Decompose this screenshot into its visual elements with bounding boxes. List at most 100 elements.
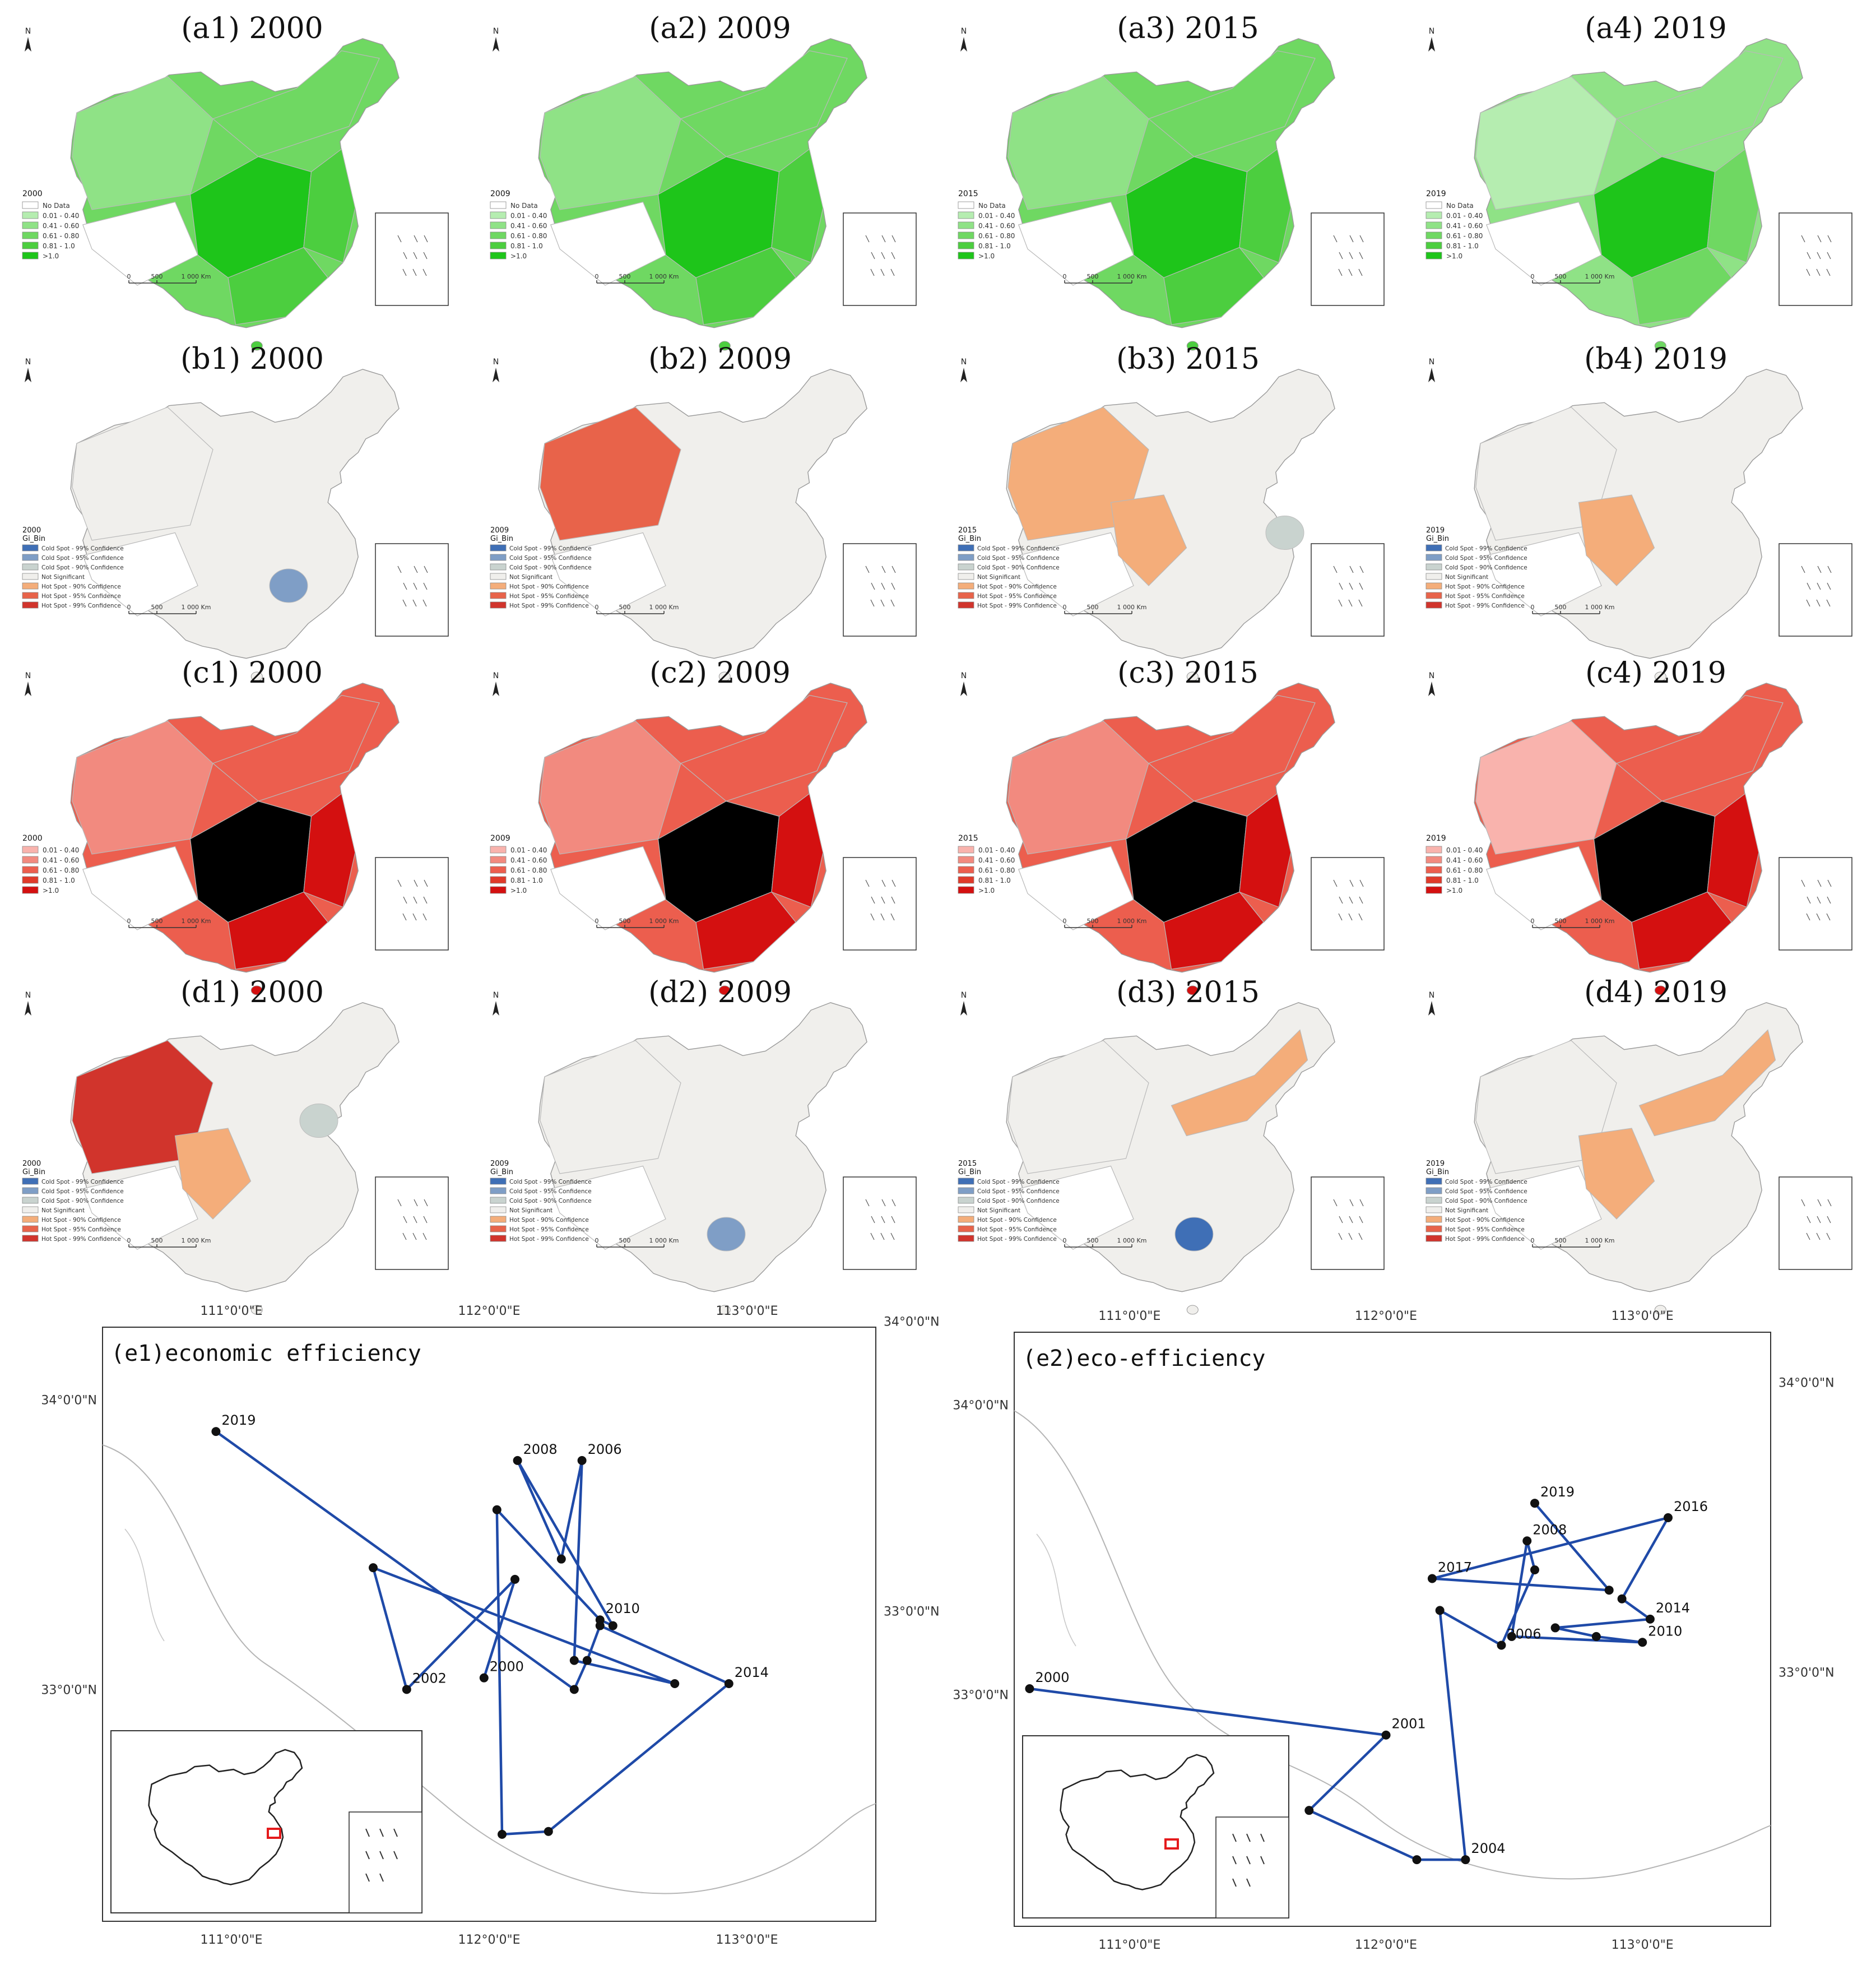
north-arrow-icon bbox=[1428, 37, 1435, 52]
xinjiang-region bbox=[72, 406, 213, 541]
legend-swatch bbox=[22, 563, 39, 571]
legend-swatch bbox=[22, 1225, 39, 1232]
hainan-island bbox=[1654, 341, 1666, 351]
legend-label: Cold Spot - 99% Confidence bbox=[509, 1179, 592, 1185]
nine-dash-line bbox=[1826, 599, 1831, 607]
cluster-region bbox=[1174, 1217, 1214, 1252]
legend-swatch bbox=[490, 242, 507, 249]
east-region bbox=[1239, 793, 1292, 908]
legend-label: 0.61 - 0.80 bbox=[1446, 866, 1483, 874]
nine-dash-line bbox=[1817, 1199, 1822, 1207]
nine-dash-line bbox=[1349, 582, 1353, 590]
trajectory-year-label: 2001 bbox=[1392, 1716, 1426, 1732]
scale-label: 500 bbox=[1087, 604, 1099, 611]
nine-dash-line bbox=[422, 913, 427, 921]
scale-label: 0 bbox=[127, 917, 131, 925]
north-label: N bbox=[1429, 991, 1434, 1000]
trajectory-year-label: 2017 bbox=[1438, 1560, 1472, 1575]
legend-swatch bbox=[490, 221, 507, 229]
nine-dash-line bbox=[881, 235, 886, 243]
panel-title: (a4) 2019 bbox=[1585, 12, 1727, 45]
legend-title: Gi_Bin bbox=[1426, 535, 1449, 543]
nine-dash-line bbox=[880, 268, 885, 276]
north-label: N bbox=[961, 358, 967, 367]
nine-dash-line bbox=[424, 235, 428, 243]
scale-label: 0 bbox=[1063, 273, 1067, 280]
legend-label: Not Significant bbox=[509, 574, 552, 581]
nine-dash-line bbox=[1338, 1232, 1343, 1240]
qinghai-region bbox=[174, 1128, 252, 1220]
legend-label: 0.01 - 0.40 bbox=[510, 212, 547, 220]
legend-swatch bbox=[1425, 592, 1442, 599]
nine-dash-line bbox=[414, 879, 418, 887]
legend-swatch bbox=[22, 252, 39, 259]
legend-swatch bbox=[22, 866, 39, 874]
legend-label: Hot Spot - 90% Confidence bbox=[1445, 583, 1525, 590]
nine-dash-line bbox=[871, 1216, 875, 1224]
legend-swatch bbox=[490, 1197, 507, 1204]
nine-dash-line bbox=[422, 1232, 427, 1240]
nine-dash-line bbox=[890, 913, 895, 921]
east-region bbox=[1707, 148, 1759, 263]
legend-swatch bbox=[490, 856, 507, 864]
nine-dash-line bbox=[1827, 879, 1832, 887]
north-arrow-icon bbox=[25, 368, 31, 382]
legend-label: Hot Spot - 90% Confidence bbox=[1445, 1217, 1525, 1224]
nine-dash-line bbox=[1338, 599, 1343, 607]
legend-label: No Data bbox=[43, 202, 70, 210]
china-map bbox=[1474, 38, 1803, 351]
legend-swatch bbox=[1425, 1216, 1442, 1223]
nine-dash-line bbox=[412, 268, 417, 276]
south-sea-inset bbox=[1215, 1816, 1289, 1918]
legend-label: Hot Spot - 95% Confidence bbox=[977, 1226, 1057, 1233]
hainan-island bbox=[1654, 671, 1666, 682]
nine-dash-line bbox=[1232, 1856, 1237, 1865]
trajectory-point bbox=[369, 1563, 378, 1573]
nine-dash-line bbox=[1260, 1833, 1265, 1842]
panel-title: (c1) 2000 bbox=[182, 656, 323, 690]
scale-label: 0 bbox=[595, 604, 599, 611]
legend-label: Cold Spot - 95% Confidence bbox=[41, 555, 124, 562]
hainan-island bbox=[1654, 985, 1666, 995]
legend-label: 0.41 - 0.60 bbox=[978, 856, 1015, 864]
trajectory-point bbox=[569, 1656, 579, 1665]
cluster-region bbox=[1265, 516, 1304, 550]
nine-dash-line bbox=[412, 599, 417, 607]
china-map bbox=[70, 683, 400, 995]
legend-swatch bbox=[22, 242, 39, 249]
scale-label: 500 bbox=[151, 917, 163, 925]
legend-label: Hot Spot - 90% Confidence bbox=[41, 1217, 121, 1224]
legend-label: 0.01 - 0.40 bbox=[1446, 846, 1483, 854]
north-arrow-icon bbox=[960, 368, 967, 382]
nine-dash-line bbox=[1816, 268, 1821, 276]
nine-dash-line bbox=[1333, 235, 1338, 243]
north-hotspot-region bbox=[1171, 1029, 1308, 1137]
scale-label: 0 bbox=[1063, 1237, 1067, 1244]
cluster-region bbox=[707, 1217, 746, 1252]
legend-swatch bbox=[22, 573, 39, 580]
trajectory-year-label: 2010 bbox=[606, 1601, 640, 1616]
scale-label: 1 000 Km bbox=[1117, 604, 1147, 611]
nine-dash-line bbox=[422, 599, 427, 607]
trajectory-panel-2: 111°0'0"E 112°0'0"E 113°0'0"E 111°0'0"E 112°… bbox=[953, 1309, 1834, 1952]
nine-dash-line bbox=[1349, 1216, 1353, 1224]
north-arrow-icon bbox=[493, 1001, 499, 1016]
nine-dash-line bbox=[881, 896, 885, 904]
legend-label: 0.81 - 1.0 bbox=[1446, 242, 1479, 250]
legend-swatch bbox=[1425, 1178, 1442, 1185]
scale-label: 500 bbox=[619, 604, 631, 611]
tibet-region bbox=[1486, 1165, 1602, 1250]
legend-label: 0.41 - 0.60 bbox=[978, 222, 1015, 230]
nine-dash-line bbox=[1348, 599, 1353, 607]
legend-swatch bbox=[490, 211, 507, 219]
lon-label-bottom: 112°0'0"E bbox=[458, 1933, 520, 1947]
nine-dash-line bbox=[1806, 599, 1810, 607]
nine-dash-line bbox=[422, 268, 427, 276]
legend-swatch bbox=[1425, 856, 1442, 864]
nine-dash-line bbox=[891, 1199, 896, 1207]
legend-swatch bbox=[22, 856, 39, 864]
south-region bbox=[227, 247, 329, 325]
east-region bbox=[771, 793, 824, 908]
